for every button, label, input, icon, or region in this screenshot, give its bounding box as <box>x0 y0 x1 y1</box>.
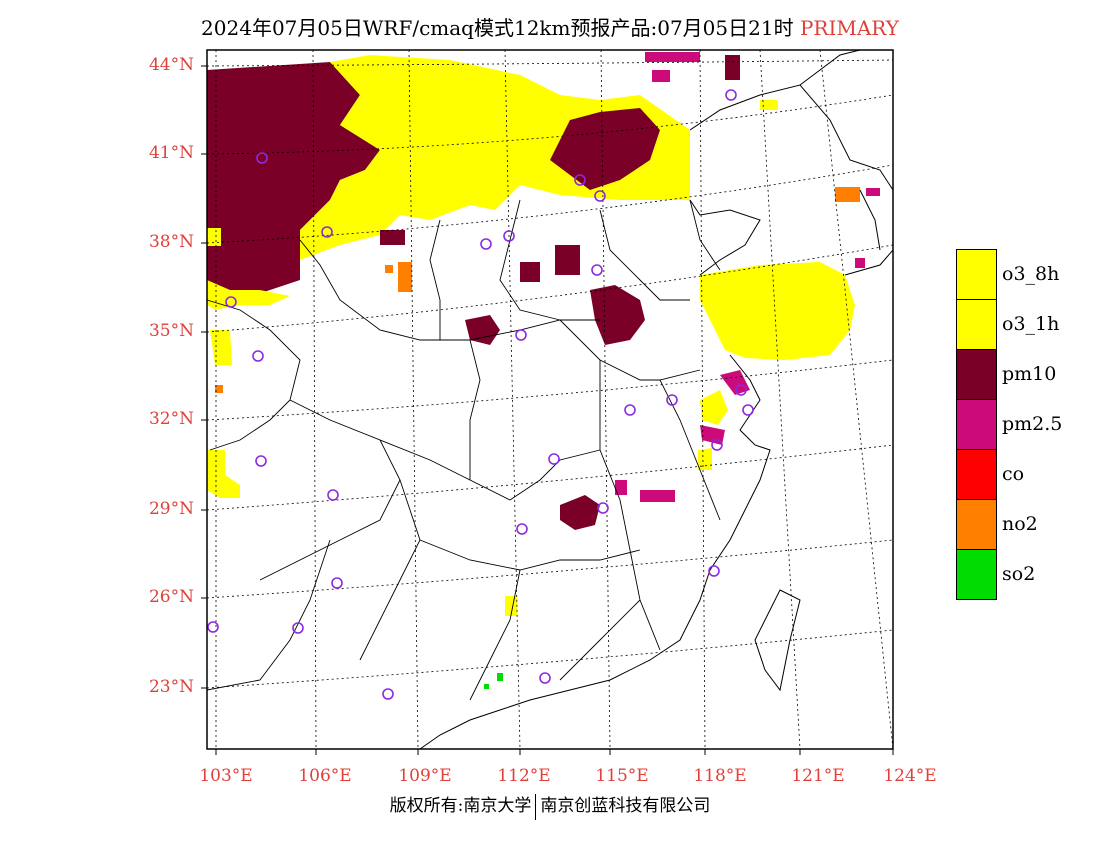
legend-label-co: co <box>1002 463 1025 485</box>
coastline <box>419 49 894 750</box>
lat-label-29: 29°N <box>148 499 194 519</box>
lat-label-41: 41°N <box>148 143 194 163</box>
lon-label-106: 106°E <box>298 766 352 786</box>
title-main: 2024年07月05日WRF/cmaq模式12km预报产品:07月05日21时 <box>201 16 794 40</box>
legend-label-o3-8h: o3_8h <box>1002 263 1060 285</box>
copyright-left: 版权所有:南京大学 <box>389 796 532 816</box>
legend-swatch-no2 <box>956 499 997 550</box>
legend-swatch-pm10 <box>956 349 997 400</box>
lat-label-23: 23°N <box>148 677 194 697</box>
lon-label-121: 121°E <box>791 766 845 786</box>
map-border <box>206 49 894 750</box>
tick-marks <box>201 65 894 755</box>
legend-swatch-o3-8h <box>956 249 997 300</box>
legend-label-pm10: pm10 <box>1002 363 1057 385</box>
o3-north-region <box>207 55 690 310</box>
legend-swatch-so2 <box>956 549 997 600</box>
lon-label-118: 118°E <box>693 766 747 786</box>
legend-swatch-co <box>956 449 997 500</box>
lon-label-103: 103°E <box>199 766 253 786</box>
lon-label-109: 109°E <box>398 766 452 786</box>
o3-shandong-jiangsu-region <box>698 262 855 470</box>
graticule <box>206 49 894 750</box>
copyright-right: 南京创蓝科技有限公司 <box>540 796 711 816</box>
map-title: 2024年07月05日WRF/cmaq模式12km预报产品:07月05日21时 … <box>0 12 1100 41</box>
lat-label-35: 35°N <box>148 321 194 341</box>
lat-label-26: 26°N <box>148 587 194 607</box>
legend-swatch-o3-1h <box>956 299 997 350</box>
legend-label-pm25: pm2.5 <box>1002 413 1063 435</box>
so2-region <box>484 673 503 689</box>
title-primary-tag: PRIMARY <box>799 16 899 40</box>
station-markers <box>207 89 754 700</box>
legend-label-so2: so2 <box>1002 563 1036 585</box>
legend-label-o3-1h: o3_1h <box>1002 313 1060 335</box>
no2-region <box>215 187 860 393</box>
footer-separator <box>535 793 537 820</box>
copyright-footer: 版权所有:南京大学 南京创蓝科技有限公司 <box>0 791 1100 820</box>
pm10-north-china-cluster <box>380 55 740 530</box>
lat-label-32: 32°N <box>148 409 194 429</box>
province-borders <box>206 199 721 701</box>
lon-label-112: 112°E <box>497 766 551 786</box>
legend-swatch-pm25 <box>956 399 997 450</box>
legend-label-no2: no2 <box>1002 513 1038 535</box>
lat-label-38: 38°N <box>148 232 194 252</box>
lon-label-124: 124°E <box>883 766 937 786</box>
lat-label-44: 44°N <box>148 55 194 75</box>
pm10-northwest-region <box>207 62 380 300</box>
lon-label-115: 115°E <box>595 766 649 786</box>
